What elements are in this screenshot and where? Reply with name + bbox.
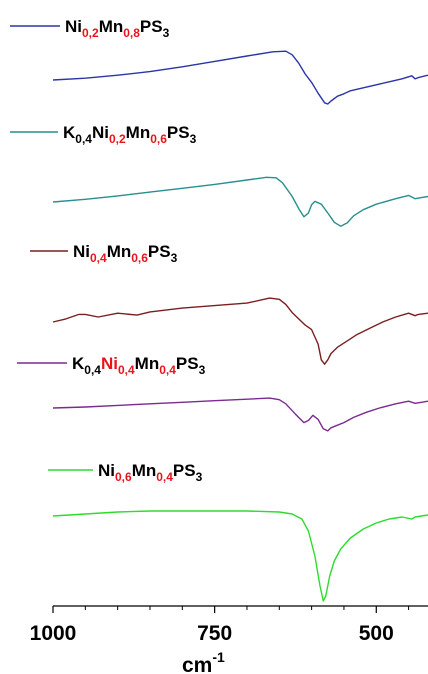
legend-label-4: K0,4Ni0,4Mn0,4PS3 bbox=[72, 354, 206, 377]
legend-label-part: PS bbox=[140, 17, 163, 36]
legend-label-part: Ni bbox=[101, 354, 118, 373]
legend-label-part: 0,4 bbox=[118, 363, 135, 377]
legend-label-part: Mn bbox=[132, 461, 157, 480]
legend-label-part: 3 bbox=[190, 132, 197, 146]
legend-label-part: 0,6 bbox=[150, 132, 167, 146]
x-axis-title-unit: cm bbox=[182, 654, 212, 674]
legend-label-part: PS bbox=[173, 461, 196, 480]
series-line-1 bbox=[52, 50, 428, 105]
legend-label-part: 0,2 bbox=[109, 132, 126, 146]
legend-label-3: Ni0,4Mn0,6PS3 bbox=[73, 242, 178, 265]
legend-label-part: 3 bbox=[163, 26, 170, 40]
plot-area bbox=[52, 50, 428, 602]
legend-label-part: 3 bbox=[171, 251, 178, 265]
x-tick-label: 750 bbox=[197, 622, 232, 645]
legend-label-part: Mn bbox=[107, 242, 132, 261]
legend-label-part: 0,4 bbox=[159, 363, 176, 377]
legend-label-part: 0,8 bbox=[123, 26, 140, 40]
legend-label-part: PS bbox=[167, 123, 190, 142]
legend-label-part: 0,4 bbox=[156, 470, 173, 484]
x-axis-title: cm-1 bbox=[182, 649, 225, 674]
legend-label-part: PS bbox=[148, 242, 171, 261]
series-line-4 bbox=[52, 397, 428, 432]
legend-label-5: Ni0,6Mn0,4PS3 bbox=[98, 461, 203, 484]
legend-label-part: 0,4 bbox=[84, 363, 101, 377]
legend-label-part: 0,2 bbox=[82, 26, 99, 40]
legend: Ni0,2Mn0,8PS3K0,4Ni0,2Mn0,6PS3Ni0,4Mn0,6… bbox=[10, 17, 206, 484]
x-axis-title-superscript: -1 bbox=[212, 649, 225, 665]
legend-label-part: 0,6 bbox=[131, 251, 148, 265]
legend-label-part: K bbox=[72, 354, 85, 373]
legend-label-part: Mn bbox=[135, 354, 160, 373]
legend-label-part: 0,6 bbox=[115, 470, 132, 484]
legend-label-part: Ni bbox=[98, 461, 115, 480]
legend-label-part: 3 bbox=[196, 470, 203, 484]
legend-label-part: Ni bbox=[65, 17, 82, 36]
legend-label-part: Ni bbox=[92, 123, 109, 142]
legend-label-part: PS bbox=[176, 354, 199, 373]
legend-label-part: K bbox=[63, 123, 76, 142]
series-line-3 bbox=[52, 297, 428, 365]
x-tick-label: 500 bbox=[359, 622, 394, 645]
legend-label-part: Ni bbox=[73, 242, 90, 261]
legend-label-2: K0,4Ni0,2Mn0,6PS3 bbox=[63, 123, 197, 146]
legend-label-part: 0,4 bbox=[90, 251, 107, 265]
legend-label-part: 0,4 bbox=[75, 132, 92, 146]
x-axis: cm-1 1000 750 500 bbox=[30, 605, 428, 674]
legend-label-part: Mn bbox=[99, 17, 124, 36]
series-line-2 bbox=[52, 176, 428, 227]
series-line-5 bbox=[52, 510, 428, 602]
x-tick-label: 1000 bbox=[30, 622, 77, 645]
legend-label-part: Mn bbox=[126, 123, 151, 142]
legend-label-part: 3 bbox=[199, 363, 206, 377]
legend-label-1: Ni0,2Mn0,8PS3 bbox=[65, 17, 170, 40]
